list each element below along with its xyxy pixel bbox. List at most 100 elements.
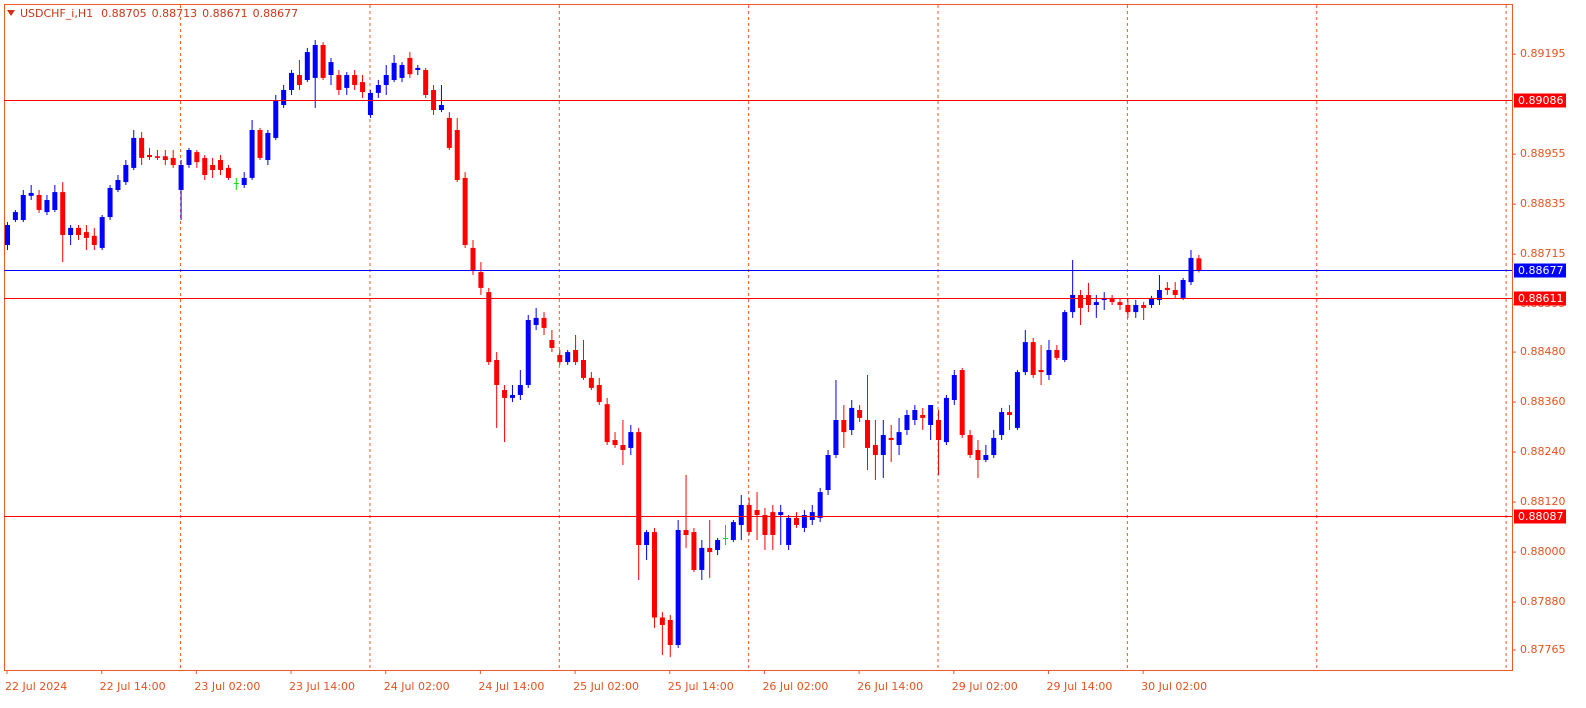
candle-body (233, 182, 239, 184)
candle-body (967, 435, 973, 455)
candle-body (1014, 372, 1020, 428)
candle-body (612, 440, 618, 445)
candle-body (1117, 302, 1123, 305)
candle-body (60, 192, 66, 235)
candle-body (920, 415, 926, 418)
candle-body (83, 232, 89, 238)
candle-body (959, 370, 965, 435)
price-label: 0.88611 (1518, 292, 1564, 305)
candle-body (596, 385, 602, 403)
y-tick-label: 0.89195 (1520, 47, 1566, 60)
candle-body (588, 377, 594, 388)
y-tick-label: 0.88715 (1520, 247, 1566, 260)
header-high: 0.88713 (152, 7, 198, 20)
candle-body (296, 75, 302, 85)
candle-body (162, 156, 168, 160)
candle-body (375, 85, 381, 93)
candle-body (880, 435, 886, 455)
y-tick-label: 0.88955 (1520, 147, 1566, 160)
candle-body (888, 437, 894, 440)
price-label-box (1514, 263, 1566, 278)
chart-header: USDCHF_i,H1 0.88705 0.88713 0.88671 0.88677 (20, 7, 298, 20)
candle-body (1149, 297, 1155, 305)
candle-body (983, 455, 989, 460)
y-tick-label: 0.87880 (1520, 595, 1566, 608)
candle-body (281, 90, 287, 105)
candle-body (1030, 342, 1036, 375)
candle-body (391, 62, 397, 80)
x-tick-label: 26 Jul 14:00 (857, 680, 923, 693)
candle-body (170, 157, 176, 165)
candle-body (573, 350, 579, 363)
x-tick-label: 30 Jul 02:00 (1141, 680, 1207, 693)
candle-body (1062, 312, 1068, 360)
candle-body (1164, 287, 1170, 290)
candle-body (872, 445, 878, 455)
price-label: 0.88087 (1518, 510, 1564, 523)
price-label-box (1514, 93, 1566, 108)
candle-body (304, 52, 310, 80)
candle-body (628, 432, 634, 448)
candle-body (241, 177, 247, 185)
candle-body (1109, 297, 1115, 303)
x-tick-label: 24 Jul 02:00 (384, 680, 450, 693)
x-tick-label: 25 Jul 14:00 (668, 680, 734, 693)
collapse-icon[interactable] (7, 10, 15, 16)
candle-body (904, 415, 910, 430)
candle-body (659, 617, 665, 625)
candle-body (202, 157, 208, 175)
candle-body (912, 410, 918, 420)
candle-body (1133, 305, 1139, 313)
candle-body (407, 57, 413, 75)
y-tick-label: 0.88480 (1520, 345, 1566, 358)
candle-body (28, 192, 34, 196)
candle-body (786, 517, 792, 545)
y-tick-label: 0.88120 (1520, 495, 1566, 508)
candle-body (273, 100, 279, 138)
candle-body (557, 355, 563, 363)
candle-body (801, 515, 807, 528)
candle-body (975, 450, 981, 460)
candle-body (218, 160, 224, 170)
candle-body (502, 390, 508, 398)
candle-body (1085, 295, 1091, 305)
candle-body (707, 547, 713, 553)
candle-body (44, 200, 50, 213)
candle-body (438, 105, 444, 110)
candle-body (131, 137, 137, 168)
candle-body (754, 510, 760, 515)
candle-body (936, 420, 942, 440)
candle-body (762, 515, 768, 535)
candle-body (1180, 280, 1186, 298)
candle-body (549, 340, 555, 348)
x-tick-label: 25 Jul 02:00 (573, 680, 639, 693)
candle-body (91, 235, 97, 245)
price-label: 0.88677 (1518, 264, 1564, 277)
candle-body (817, 492, 823, 518)
candle-body (1093, 302, 1099, 305)
candle-body (991, 437, 997, 455)
candle-body (360, 82, 366, 93)
candle-body (352, 75, 358, 85)
candle-body (36, 195, 42, 210)
candle-body (383, 75, 389, 85)
candle-body (999, 412, 1005, 435)
price-label: 0.89086 (1518, 94, 1564, 107)
candle-body (1007, 412, 1013, 415)
candle-body (12, 212, 18, 220)
candle-body (896, 432, 902, 445)
candle-body (1078, 295, 1084, 308)
header-close: 0.88677 (253, 7, 299, 20)
candle-body (154, 156, 160, 158)
candle-body (289, 72, 295, 90)
candle-body (1156, 290, 1162, 300)
candle-body (951, 375, 957, 400)
candle-body (107, 187, 113, 218)
candle-body (1172, 290, 1178, 295)
candle-body (423, 70, 429, 95)
candle-body (249, 130, 255, 178)
candle-body (841, 420, 847, 433)
candle-body (533, 317, 539, 325)
candle-body (667, 620, 673, 645)
